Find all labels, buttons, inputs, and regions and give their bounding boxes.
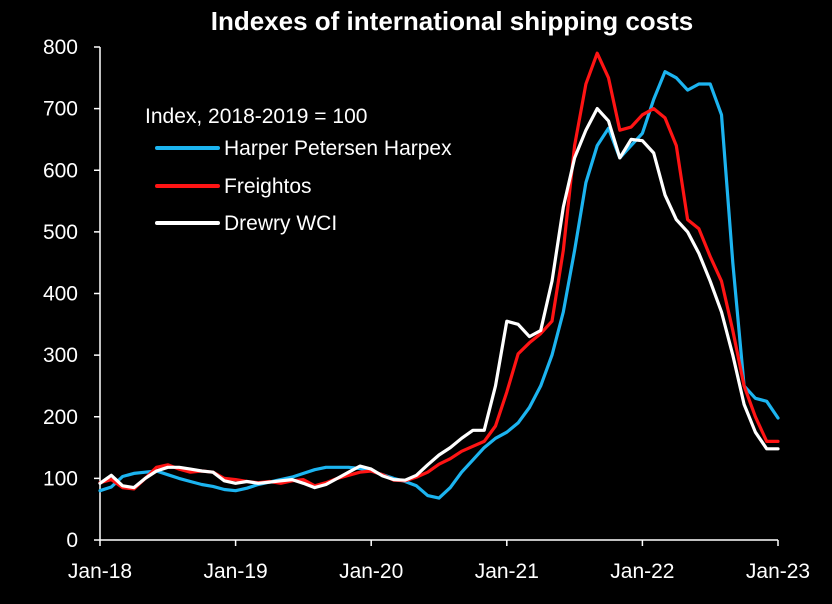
legend-label-harper-petersen-harpex: Harper Petersen Harpex — [224, 137, 452, 160]
y-tick-label: 600 — [43, 159, 78, 182]
x-tick-label: Jan-18 — [68, 560, 132, 583]
y-tick-label: 200 — [43, 406, 78, 429]
y-tick-label: 0 — [66, 529, 78, 552]
x-tick-label: Jan-22 — [610, 560, 674, 583]
x-tick-label: Jan-21 — [475, 560, 539, 583]
chart-title: Indexes of international shipping costs — [211, 6, 694, 36]
y-tick-label: 700 — [43, 98, 78, 121]
series-lines — [98, 51, 780, 500]
x-tick-label: Jan-23 — [746, 560, 810, 583]
y-tick-label: 800 — [43, 36, 78, 59]
y-tick-label: 500 — [43, 221, 78, 244]
x-axis-ticks: Jan-18 Jan-19 Jan-20 Jan-21 Jan-22 Jan-23 — [68, 540, 810, 583]
series-line-drewry-wci — [98, 107, 780, 490]
series-line-harper-petersen-harpex — [98, 70, 780, 500]
legend: Index, 2018-2019 = 100 Harper Petersen H… — [145, 105, 452, 235]
legend-items: Harper Petersen Harpex Freightos Drewry WC… — [155, 137, 452, 235]
legend-title: Index, 2018-2019 = 100 — [145, 105, 367, 128]
legend-label-freightos: Freightos — [224, 175, 312, 198]
y-tick-label: 400 — [43, 283, 78, 306]
x-tick-label: Jan-19 — [203, 560, 267, 583]
y-tick-label: 100 — [43, 467, 78, 490]
y-tick-label: 300 — [43, 344, 78, 367]
y-axis-ticks: 0 100 200 300 400 500 600 700 800 — [43, 36, 100, 552]
legend-label-drewry-wci: Drewry WCI — [224, 212, 337, 235]
x-tick-label: Jan-20 — [339, 560, 403, 583]
